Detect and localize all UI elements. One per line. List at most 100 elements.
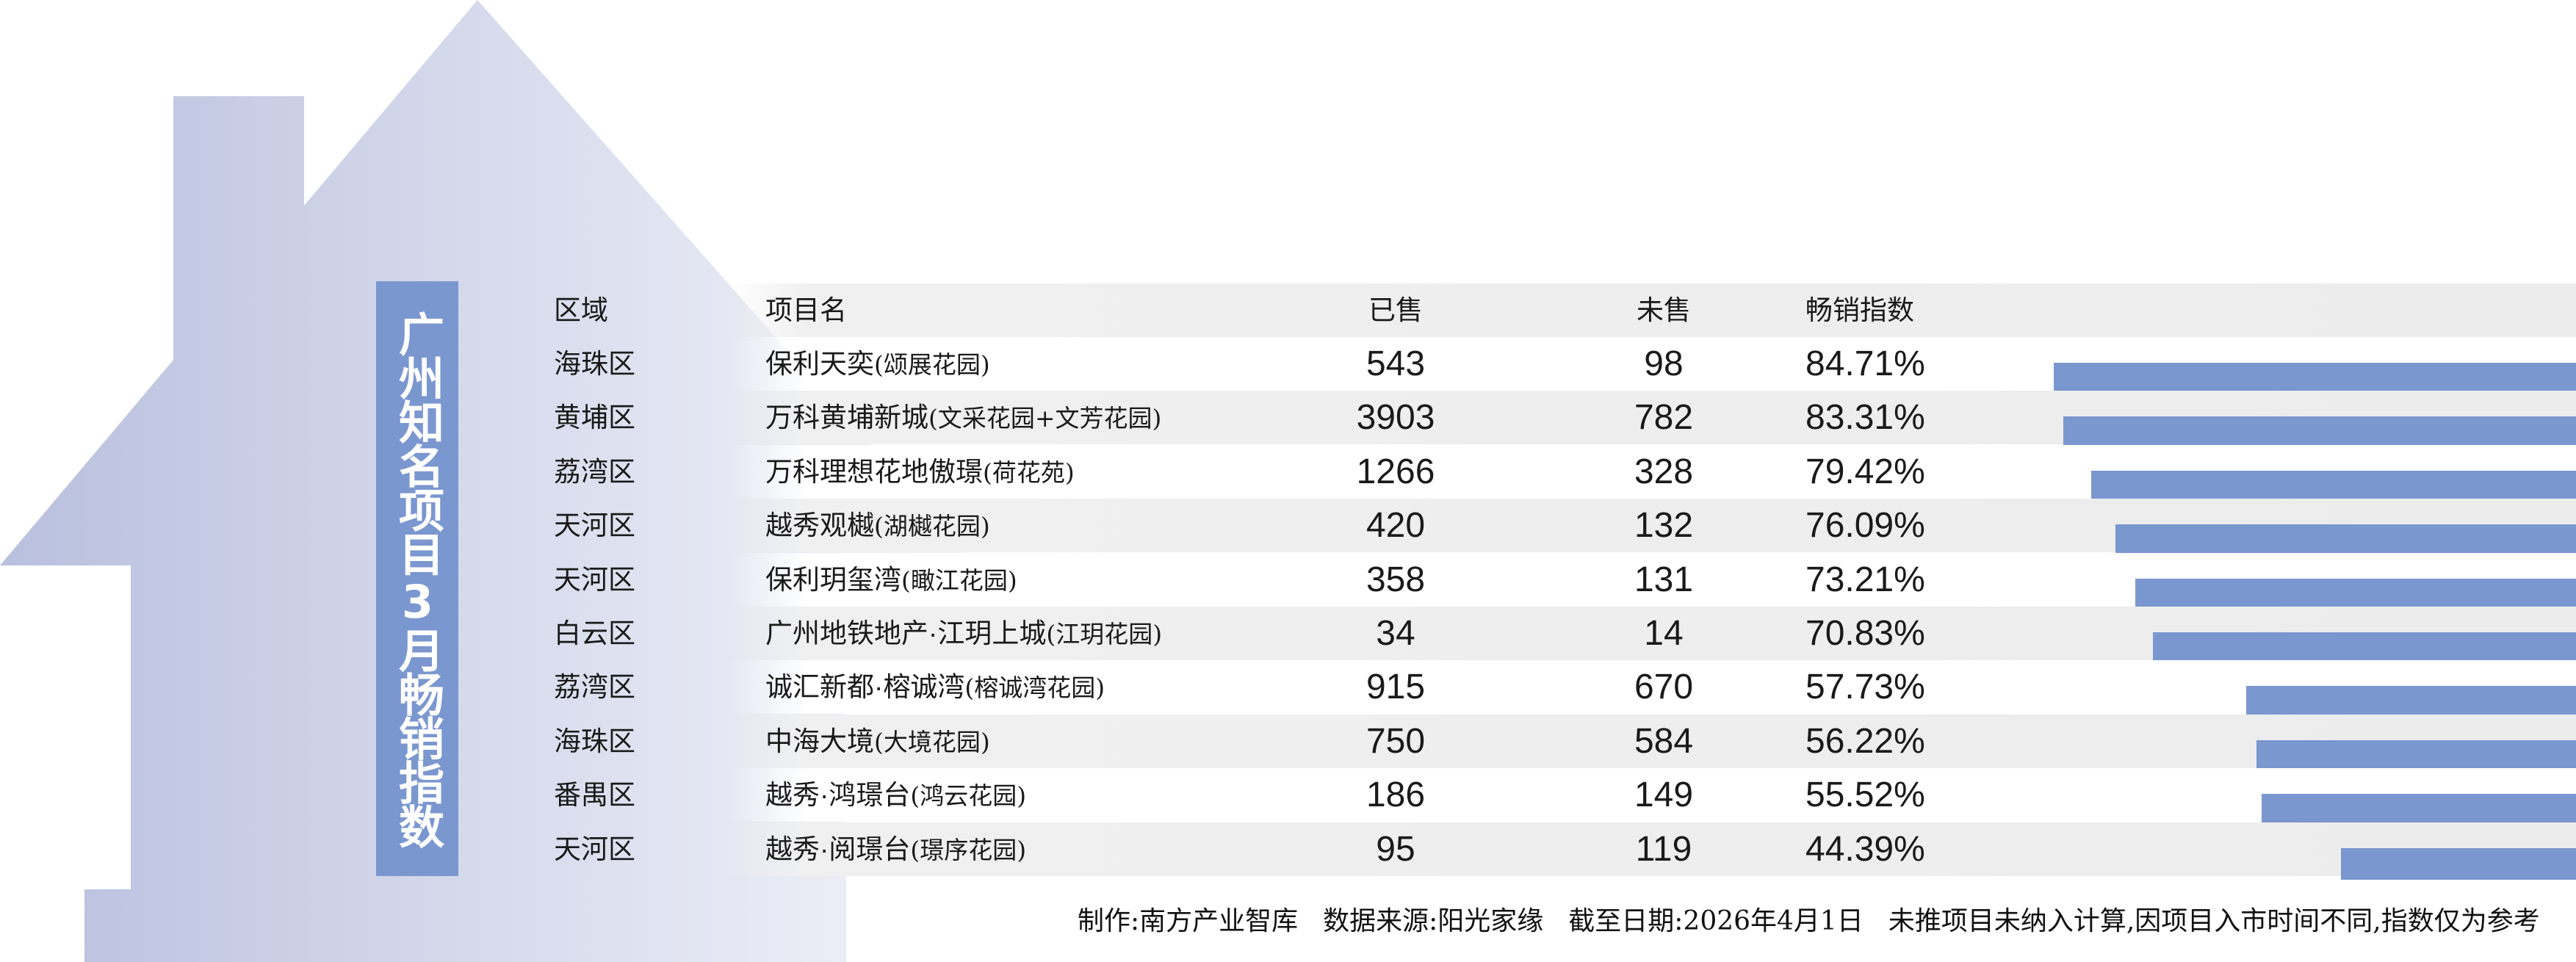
project-alias: (颂展花园) [874, 350, 990, 379]
project-alias: (文采花园+文芳花园) [928, 404, 1162, 433]
index-bar [2262, 794, 2576, 826]
cell-sold: 358 [1365, 560, 1426, 599]
table-row: 黄埔区 万科黄埔新城(文采花园+文芳花园) 3903 782 83.31% [0, 391, 2576, 449]
project-alias: (榕诚湾花园) [964, 673, 1105, 703]
cell-project-name: 越秀·阅璟台(璟序花园) [765, 822, 1026, 876]
index-bar [2091, 470, 2576, 502]
project-name: 中海大境 [765, 726, 874, 756]
cell-project-name: 保利玥玺湾(瞰江花园) [765, 553, 1017, 607]
table-row: 海珠区 中海大境(大境花园) 750 584 56.22% [0, 714, 2576, 772]
cell-sold: 750 [1365, 721, 1426, 761]
table-header: 区域 项目名 已售 未售 畅销指数 [0, 283, 2576, 337]
footer-date: 截至日期:2026年4月1日 [1568, 906, 1864, 936]
cell-sold: 3903 [1356, 398, 1435, 438]
index-bar [2256, 739, 2576, 772]
cell-region: 番禺区 [554, 780, 635, 811]
project-name: 广州地铁地产·江玥上城 [765, 618, 1047, 648]
cell-project-name: 越秀观樾(湖樾花园) [765, 499, 990, 552]
cell-project-name: 万科黄埔新城(文采花园+文芳花园) [765, 391, 1161, 444]
cell-index: 55.52% [1805, 775, 1925, 815]
footer-disclaimer: 未推项目未纳入计算,因项目入市时间不同,指数仅为参考 [1888, 906, 2540, 936]
cell-project-name: 越秀·鸿璟台(鸿云花园) [765, 768, 1026, 822]
cell-region: 天河区 [554, 833, 635, 864]
cell-unsold: 670 [1634, 668, 1694, 707]
cell-region: 荔湾区 [554, 672, 635, 703]
project-name: 万科黄埔新城 [765, 402, 928, 433]
project-name: 诚汇新都·榕诚湾 [765, 672, 965, 703]
project-alias: (湖樾花园) [874, 512, 990, 541]
cell-unsold: 328 [1634, 452, 1694, 491]
cell-unsold: 131 [1634, 560, 1694, 599]
footer-note: 制作:南方产业智库 数据来源:阳光家缘 截至日期:2026年4月1日 未推项目未纳入计… [1078, 903, 2576, 940]
project-alias: (大境花园) [874, 727, 990, 756]
index-bar [2152, 632, 2576, 664]
cell-unsold: 14 [1644, 614, 1684, 653]
cell-region: 海珠区 [554, 726, 635, 756]
project-name: 万科理想花地傲璟 [765, 456, 983, 487]
cell-index: 73.21% [1805, 560, 1925, 599]
project-name: 保利天奕 [765, 349, 874, 379]
footer-producer: 制作:南方产业智库 [1078, 906, 1299, 936]
cell-project-name: 广州地铁地产·江玥上城(江玥花园) [765, 607, 1162, 660]
header-name: 项目名 [765, 295, 847, 325]
table-row: 白云区 广州地铁地产·江玥上城(江玥花园) 34 14 70.83% [0, 607, 2576, 664]
table-row: 番禺区 越秀·鸿璟台(鸿云花园) 186 149 55.52% [0, 768, 2576, 826]
table-row: 天河区 保利玥玺湾(瞰江花园) 358 131 73.21% [0, 552, 2576, 610]
cell-unsold: 98 [1644, 344, 1684, 383]
project-name: 保利玥玺湾 [765, 564, 901, 595]
cell-sold: 420 [1365, 506, 1426, 546]
project-alias: (瞰江花园) [901, 565, 1017, 595]
table-row: 天河区 越秀·阅璟台(璟序花园) 95 119 44.39% [0, 822, 2576, 880]
cell-index: 83.31% [1805, 398, 1925, 438]
cell-unsold: 782 [1634, 398, 1694, 438]
index-bar [2115, 524, 2576, 557]
cell-unsold: 149 [1634, 775, 1694, 815]
cell-region: 天河区 [554, 510, 635, 541]
cell-region: 黄埔区 [554, 402, 635, 433]
project-name: 越秀·鸿璟台 [765, 780, 911, 811]
footer-source: 数据来源:阳光家缘 [1323, 906, 1544, 936]
index-bar [2135, 578, 2576, 610]
cell-sold: 543 [1365, 344, 1426, 383]
cell-index: 70.83% [1805, 614, 1925, 653]
cell-region: 天河区 [554, 564, 635, 595]
cell-project-name: 万科理想花地傲璟(荷花苑) [765, 445, 1075, 499]
cell-sold: 915 [1365, 668, 1426, 707]
cell-sold: 34 [1376, 614, 1415, 653]
cell-sold: 186 [1365, 775, 1426, 815]
cell-unsold: 119 [1635, 829, 1692, 869]
cell-sold: 95 [1376, 829, 1415, 869]
cell-index: 44.39% [1805, 829, 1925, 869]
project-alias: (荷花苑) [983, 458, 1075, 487]
cell-index: 56.22% [1805, 721, 1925, 761]
project-name: 越秀·阅璟台 [765, 833, 911, 864]
project-alias: (璟序花园) [910, 835, 1027, 864]
cell-region: 海珠区 [554, 349, 635, 379]
cell-project-name: 中海大境(大境花园) [765, 715, 990, 768]
header-region: 区域 [554, 295, 608, 325]
project-name: 越秀观樾 [765, 510, 874, 541]
cell-unsold: 132 [1634, 506, 1694, 546]
title-banner: 广州知名项目3月畅销指数 [376, 281, 458, 876]
index-bar [2063, 416, 2576, 449]
project-alias: (鸿云花园) [910, 781, 1027, 811]
cell-project-name: 保利天奕(颂展花园) [765, 337, 990, 391]
table-row: 荔湾区 万科理想花地傲璟(荷花苑) 1266 328 79.42% [0, 444, 2576, 502]
index-bar [2341, 847, 2576, 880]
index-bar [2245, 686, 2576, 718]
header-unsold: 未售 [1637, 295, 1691, 325]
project-alias: (江玥花园) [1046, 620, 1163, 648]
table-row: 天河区 越秀观樾(湖樾花园) 420 132 76.09% [0, 499, 2576, 557]
cell-sold: 1266 [1356, 452, 1435, 491]
table-row: 荔湾区 诚汇新都·榕诚湾(榕诚湾花园) 915 670 57.73% [0, 660, 2576, 718]
cell-region: 荔湾区 [554, 456, 635, 487]
cell-index: 79.42% [1805, 452, 1925, 491]
header-sold: 已售 [1368, 295, 1423, 325]
cell-project-name: 诚汇新都·榕诚湾(榕诚湾花园) [765, 660, 1105, 714]
cell-unsold: 584 [1634, 721, 1694, 761]
cell-region: 白云区 [554, 618, 635, 648]
cell-index: 76.09% [1805, 506, 1925, 546]
cell-index: 84.71% [1805, 344, 1925, 383]
page-title: 广州知名项目3月畅销指数 [391, 310, 444, 847]
table-row: 海珠区 保利天奕(颂展花园) 543 98 84.71% [0, 337, 2576, 394]
